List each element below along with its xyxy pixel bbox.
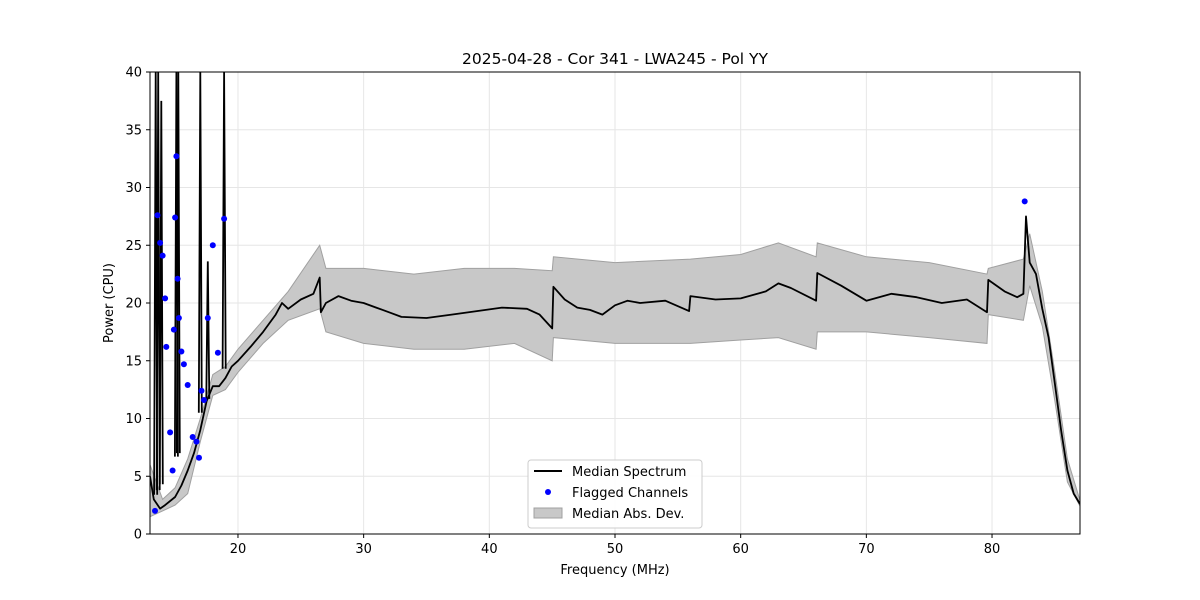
x-tick-label: 80: [984, 542, 1001, 557]
x-tick-label: 70: [858, 542, 875, 557]
flagged-channel-point: [184, 382, 191, 388]
y-tick-label: 30: [125, 181, 142, 196]
y-tick-label: 40: [125, 66, 142, 81]
flagged-channel-point: [201, 397, 207, 403]
legend-flagged-label: Flagged Channels: [572, 486, 688, 501]
x-axis-ticks: 20 30 40 50 60 70 80: [230, 534, 1001, 557]
flagged-channel-point: [172, 214, 179, 221]
flagged-channel-point: [173, 153, 180, 160]
y-tick-label: 10: [125, 412, 142, 427]
flagged-channel-point: [159, 252, 166, 259]
flagged-channel-point: [162, 295, 169, 302]
flagged-channel-point: [204, 315, 211, 321]
rfi-spike: [155, 72, 161, 491]
flagged-channel-point: [214, 349, 221, 356]
chart-title: 2025-04-28 - Cor 341 - LWA245 - Pol YY: [462, 50, 768, 68]
y-tick-label: 25: [125, 239, 142, 254]
x-tick-label: 40: [481, 542, 498, 557]
y-tick-label: 0: [134, 528, 142, 543]
flagged-channel-point: [174, 275, 181, 282]
legend-flagged-swatch: [545, 489, 551, 495]
flagged-channel-point: [152, 507, 158, 514]
rfi-spike: [158, 100, 164, 485]
median-spectrum-line: [150, 215, 1080, 510]
flagged-channel-point: [221, 215, 228, 222]
rfi-spike: [175, 72, 181, 454]
y-tick-label: 5: [134, 470, 142, 485]
x-tick-label: 60: [732, 542, 749, 557]
flagged-channel-point: [189, 434, 196, 440]
legend-mad-label: Median Abs. Dev.: [572, 507, 684, 522]
flagged-channel-point: [178, 348, 185, 355]
y-tick-label: 20: [125, 297, 142, 312]
legend-mad-swatch: [533, 507, 563, 519]
rfi-spike: [205, 261, 211, 399]
y-tick-label: 35: [125, 123, 142, 138]
flagged-channel-point: [198, 387, 205, 394]
x-tick-label: 20: [230, 542, 247, 557]
x-axis-label: Frequency (MHz): [560, 563, 669, 578]
x-tick-label: 50: [607, 542, 624, 557]
legend-box: [527, 459, 703, 529]
legend: Median Spectrum Flagged Channels Median …: [527, 459, 703, 529]
flagged-channel-point: [154, 212, 161, 219]
flagged-channel-point: [1021, 198, 1028, 205]
y-axis-ticks: 0 5 10 15 20 25 30 35 40: [125, 66, 150, 543]
flagged-channel-point: [157, 239, 164, 246]
mad-band: [150, 233, 1080, 518]
legend-median-label: Median Spectrum: [572, 465, 686, 480]
flagged-channel-point: [209, 242, 216, 249]
x-tick-label: 30: [355, 542, 372, 557]
flagged-channel-point: [169, 467, 176, 474]
rfi-spike: [197, 72, 203, 413]
flagged-channel-point: [175, 315, 182, 321]
flagged-channel-point: [163, 343, 170, 350]
y-tick-label: 15: [125, 354, 142, 369]
flagged-channel-point: [180, 361, 187, 368]
flagged-channel-point: [167, 429, 174, 436]
flagged-channel-point: [170, 326, 177, 333]
flagged-channel-point: [193, 438, 200, 445]
flagged-channel-point: [196, 454, 202, 461]
plot-area: [150, 72, 1080, 518]
y-axis-label: Power (CPU): [102, 263, 117, 343]
rfi-spike: [221, 72, 227, 369]
